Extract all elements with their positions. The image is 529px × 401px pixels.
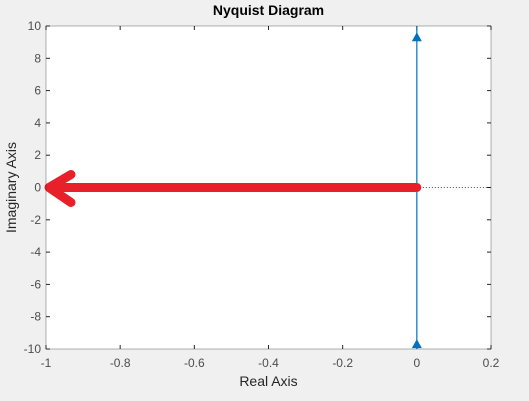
y-tick-label: 0 — [34, 181, 41, 195]
y-tick-label: 10 — [28, 19, 42, 33]
x-tick-label: -0.8 — [110, 356, 131, 370]
ticks-layer: -1 -0.8 -0.6 -0.4 -0.2 0 0.2 10 8 6 4 2 0 -2 -4 -6 -8 -10 — [24, 19, 500, 370]
y-tick-label: 6 — [34, 84, 41, 98]
x-tick-label: -0.2 — [332, 356, 353, 370]
y-axis-label: Imaginary Axis — [3, 142, 19, 233]
y-tick-label: -10 — [24, 342, 42, 356]
annotation-arrow-head — [44, 170, 76, 207]
x-tick-label: 0.2 — [483, 356, 500, 370]
x-tick-label: -0.4 — [258, 356, 279, 370]
axes-frame — [45, 25, 492, 350]
x-axis-label: Real Axis — [239, 373, 297, 389]
chart-title: Nyquist Diagram — [213, 2, 324, 18]
arrow-marker — [411, 339, 422, 349]
x-tick-label: -1 — [41, 356, 52, 370]
y-tick-label: 8 — [34, 51, 41, 65]
x-tick-label: 0 — [413, 356, 420, 370]
y-tick-label: 2 — [34, 148, 41, 162]
y-tick-label: -4 — [30, 245, 41, 259]
x-tick-label: -0.6 — [184, 356, 205, 370]
y-tick-label: -2 — [30, 213, 41, 227]
arrow-marker — [411, 32, 422, 42]
y-tick-label: -8 — [30, 310, 41, 324]
annotation-layer — [44, 170, 422, 207]
y-tick-label: -6 — [30, 277, 41, 291]
y-tick-label: 4 — [34, 116, 41, 130]
